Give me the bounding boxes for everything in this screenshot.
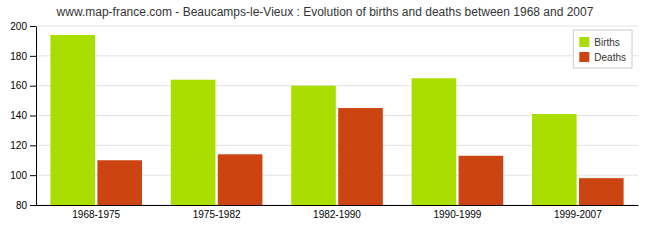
- y-tick: 100: [10, 170, 36, 181]
- bar: [171, 80, 216, 205]
- grid-line: [36, 85, 638, 86]
- x-tick: 1999-2007: [554, 205, 602, 220]
- x-tick-label: 1968-1975: [72, 209, 120, 220]
- chart-container: www.map-france.com - Beaucamps-le-Vieux …: [0, 0, 650, 229]
- bars: [50, 35, 623, 205]
- bar: [97, 160, 142, 205]
- y-tick: 200: [10, 21, 36, 32]
- bar: [459, 156, 504, 205]
- bar-series: [97, 108, 623, 205]
- x-tick: 1968-1975: [72, 205, 120, 220]
- x-tick-label: 1982-1990: [313, 209, 361, 220]
- grid: [36, 26, 638, 205]
- bar: [50, 35, 95, 205]
- y-tick: 160: [10, 80, 36, 91]
- y-tick-label: 200: [10, 21, 27, 32]
- y-tick-label: 140: [10, 110, 27, 121]
- y-tick-line: [30, 145, 36, 146]
- y-tick-label: 100: [10, 170, 27, 181]
- x-tick-label: 1999-2007: [554, 209, 602, 220]
- y-axis-line: [36, 27, 37, 206]
- y-tick-line: [30, 175, 36, 176]
- bar: [579, 178, 624, 205]
- grid-line: [36, 55, 638, 56]
- legend-label: Deaths: [594, 52, 626, 63]
- legend-box: [573, 30, 632, 68]
- y-tick: 80: [16, 200, 36, 211]
- x-tick-label: 1975-1982: [193, 209, 241, 220]
- title: www.map-france.com - Beaucamps-le-Vieux …: [56, 5, 594, 19]
- legend-label: Births: [594, 37, 620, 48]
- y-tick-line: [30, 205, 36, 206]
- y-tick-label: 80: [16, 200, 28, 211]
- bar: [291, 86, 336, 205]
- bar: [532, 114, 577, 205]
- bar-series: [50, 35, 576, 205]
- legend-swatch: [579, 52, 589, 62]
- x-tick: 1982-1990: [313, 205, 361, 220]
- y-tick-line: [30, 56, 36, 57]
- x-axis: 1968-1975 1975-1982 1982-1990 1990-1999 1999…: [37, 205, 639, 220]
- y-tick-label: 160: [10, 80, 27, 91]
- x-tick-label: 1990-1999: [433, 209, 481, 220]
- y-tick: 140: [10, 110, 36, 121]
- grid-line: [36, 26, 638, 27]
- y-tick-line: [30, 86, 36, 87]
- y-tick: 180: [10, 51, 36, 62]
- x-tick: 1975-1982: [193, 205, 241, 220]
- y-tick-line: [30, 26, 36, 27]
- y-tick-label: 180: [10, 51, 27, 62]
- bar: [218, 154, 263, 205]
- legend: Births Deaths: [573, 30, 632, 68]
- bar: [412, 78, 457, 205]
- x-tick: 1990-1999: [433, 205, 481, 220]
- y-tick-line: [30, 116, 36, 117]
- chart: www.map-france.com - Beaucamps-le-Vieux …: [0, 0, 650, 229]
- x-axis-line: [37, 205, 639, 206]
- bar: [338, 108, 383, 205]
- y-axis: 80 100 120 140 160 180 200: [10, 21, 36, 211]
- y-tick-label: 120: [10, 140, 27, 151]
- legend-swatch: [579, 37, 589, 47]
- y-tick: 120: [10, 140, 36, 151]
